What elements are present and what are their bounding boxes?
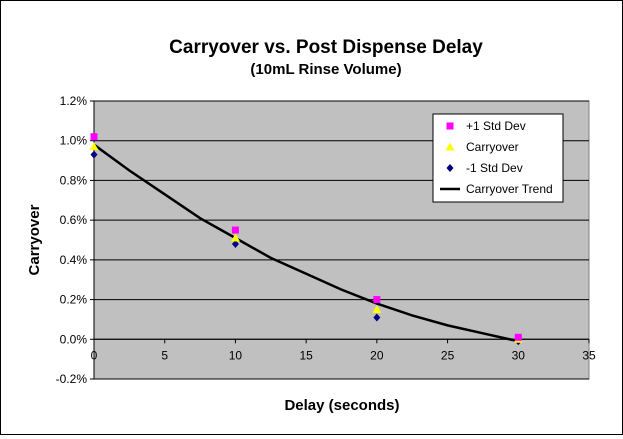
trend-line [93, 143, 519, 343]
x-tick-label: 0 [91, 348, 98, 362]
chart-subtitle: (10mL Rinse Volume) [250, 61, 401, 78]
y-tick-label: 0.4% [60, 253, 88, 267]
x-tick-label: 15 [299, 348, 313, 362]
y-tick-label: 1.2% [60, 94, 88, 108]
square-point [373, 296, 381, 304]
y-tick-label: 0.6% [60, 213, 88, 227]
x-tick-label: 30 [512, 348, 526, 362]
x-tick-label: 20 [370, 348, 384, 362]
legend-swatch-square [446, 122, 454, 130]
chart-title: Carryover vs. Post Dispense Delay [169, 37, 483, 58]
diamond-point [373, 313, 381, 322]
x-tick-label: 5 [161, 348, 168, 362]
x-tick-labels: 0 5 10 15 20 25 30 35 [91, 348, 596, 362]
legend-label: Carryover [466, 140, 519, 154]
y-tick-label: 0.0% [60, 332, 88, 346]
x-tick-label: 25 [441, 348, 455, 362]
y-tick-label: 0.8% [60, 173, 88, 187]
legend-label: Carryover Trend [466, 182, 553, 196]
y-tick-label: 1.0% [60, 134, 88, 148]
legend-swatch-diamond [446, 164, 454, 172]
legend-swatch-triangle [445, 142, 455, 151]
square-point [90, 133, 98, 141]
square-point [231, 226, 239, 234]
legend: +1 Std Dev Carryover -1 Std Dev Carryover T… [432, 113, 564, 203]
triangle-point [89, 142, 99, 151]
square-point [514, 333, 522, 341]
x-tick-label: 10 [229, 348, 243, 362]
y-tick-labels: -0.2% 0.0% 0.2% 0.4% 0.6% 0.8% 1.0% 1.2% [56, 94, 88, 386]
x-tick-label: 35 [582, 348, 596, 362]
diamond-point [231, 239, 239, 248]
triangle-point [372, 305, 382, 313]
y-tick-label: 0.2% [60, 293, 88, 307]
legend-label: +1 Std Dev [466, 119, 526, 133]
triangle-point [230, 233, 240, 242]
series [89, 133, 523, 346]
y-axis-title: Carryover [26, 204, 43, 275]
legend-box [432, 113, 564, 203]
y-tick-label: -0.2% [56, 372, 88, 386]
diamond-point [90, 150, 98, 159]
legend-label: -1 Std Dev [466, 161, 523, 175]
x-axis-title: Delay (seconds) [284, 397, 399, 414]
